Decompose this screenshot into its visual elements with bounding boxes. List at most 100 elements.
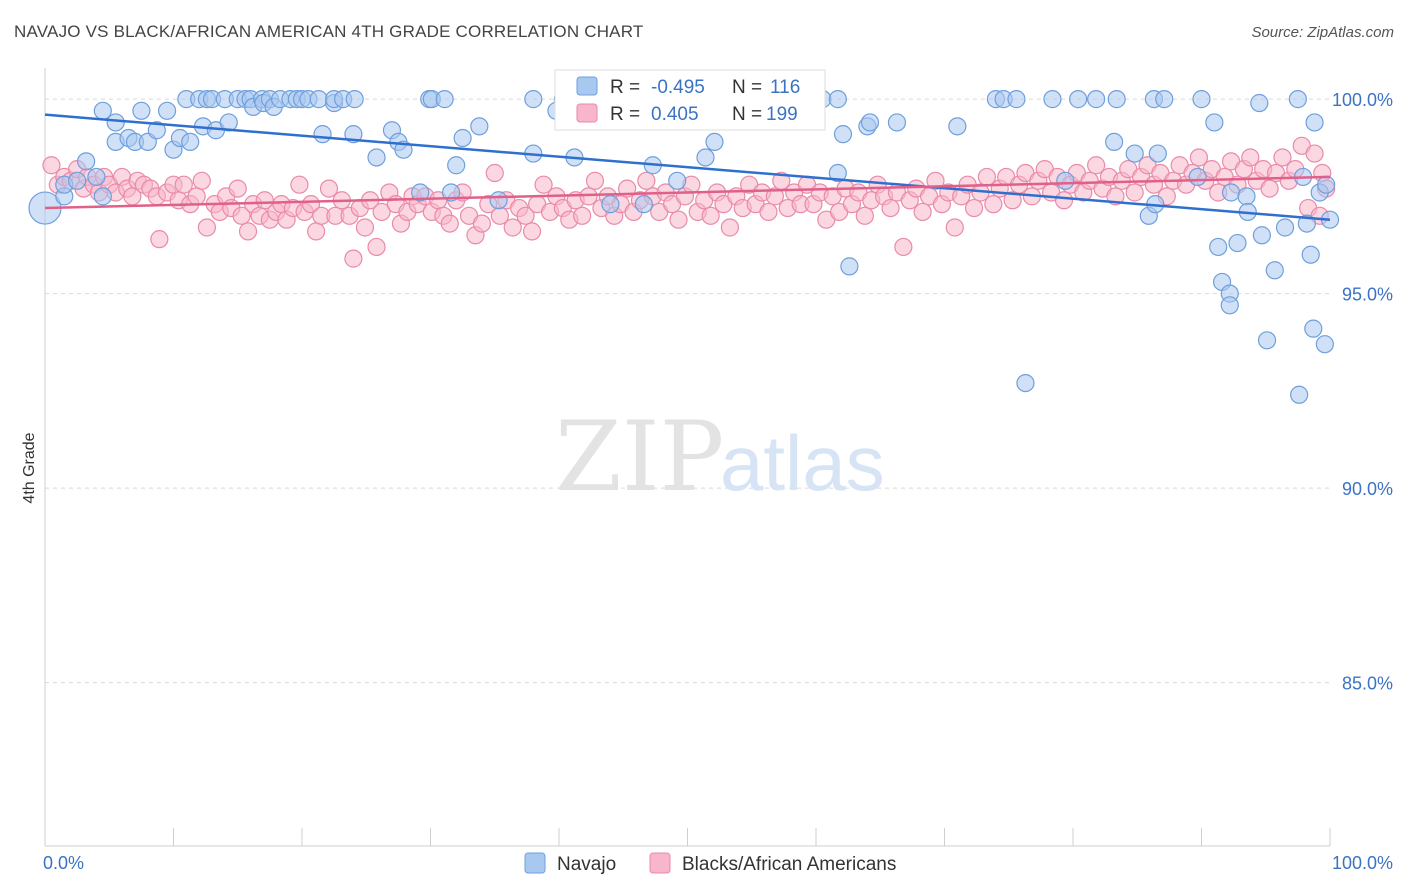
data-point xyxy=(453,128,472,148)
x-tick-label-max: 100.0% xyxy=(1332,853,1393,873)
data-point xyxy=(759,202,778,222)
data-point xyxy=(601,195,620,214)
legend-n-value-navajo: 116 xyxy=(770,77,800,98)
data-point xyxy=(232,206,251,225)
bottom-legend: Navajo Blacks/African Americans xyxy=(524,852,896,875)
data-point xyxy=(1237,187,1256,206)
data-point xyxy=(894,237,913,257)
data-point xyxy=(197,218,217,237)
data-point xyxy=(150,230,169,249)
data-point xyxy=(132,101,151,120)
data-point xyxy=(579,187,598,206)
data-point xyxy=(516,206,535,225)
legend-n-label-black: N = xyxy=(732,104,762,125)
data-point xyxy=(1275,218,1295,237)
data-point xyxy=(301,195,321,214)
data-point xyxy=(1317,175,1336,194)
data-point xyxy=(77,152,96,171)
data-point xyxy=(534,175,553,194)
data-point xyxy=(984,195,1003,214)
data-point xyxy=(1304,319,1323,338)
data-point xyxy=(1288,90,1307,109)
legend-n-value-black: 199 xyxy=(766,104,798,125)
series-blacks-african-americans xyxy=(42,136,1336,268)
data-point xyxy=(1043,90,1062,109)
data-point xyxy=(472,214,491,233)
y-tick-label: 85.0% xyxy=(1342,674,1393,694)
data-point xyxy=(881,198,900,218)
data-point xyxy=(585,171,605,190)
data-point xyxy=(887,113,907,132)
data-point xyxy=(187,187,206,206)
data-point xyxy=(503,218,522,237)
data-point xyxy=(948,117,967,136)
data-point xyxy=(668,171,687,190)
data-point xyxy=(345,90,364,109)
data-point xyxy=(1192,90,1211,109)
watermark-zip: ZIP xyxy=(555,401,724,513)
data-point xyxy=(307,222,326,241)
data-point xyxy=(705,132,724,152)
data-point xyxy=(524,90,543,109)
y-tick-label: 90.0% xyxy=(1342,479,1393,499)
y-axis-label: 4th Grade xyxy=(21,432,38,503)
data-point xyxy=(1087,156,1106,175)
data-point xyxy=(355,218,375,237)
data-point xyxy=(1107,90,1126,109)
data-point xyxy=(1220,296,1239,315)
data-point xyxy=(441,183,461,202)
data-point xyxy=(701,206,720,225)
watermark: ZIP atlas xyxy=(555,401,885,513)
data-point xyxy=(157,101,177,120)
data-point xyxy=(1241,148,1260,167)
data-point xyxy=(319,179,339,198)
data-point xyxy=(1265,261,1284,280)
data-point xyxy=(1189,148,1209,167)
legend-frame xyxy=(554,69,826,131)
bottom-legend-label-navajo: Navajo xyxy=(557,854,616,875)
data-point xyxy=(1315,335,1334,354)
bottom-legend-swatch-black xyxy=(649,852,671,874)
data-point xyxy=(1209,237,1228,257)
data-point xyxy=(720,218,740,237)
data-point xyxy=(964,198,984,218)
data-point xyxy=(1260,179,1279,198)
data-point xyxy=(309,90,328,109)
data-point xyxy=(290,175,309,194)
data-point xyxy=(828,90,847,109)
source-credit: Source: ZipAtlas.com xyxy=(1251,24,1394,41)
legend-swatch-black xyxy=(576,103,598,123)
data-point xyxy=(1007,90,1026,109)
data-point xyxy=(765,187,784,206)
data-point xyxy=(1205,113,1224,132)
data-point xyxy=(485,163,504,183)
data-point xyxy=(147,121,166,140)
legend-r-label-black: R = xyxy=(610,104,640,125)
data-point xyxy=(833,125,853,144)
data-point xyxy=(1221,183,1241,202)
data-point xyxy=(219,113,238,132)
data-point xyxy=(1105,132,1124,152)
data-point xyxy=(106,113,125,132)
data-point xyxy=(1069,90,1088,109)
legend: R = -0.495 N = 116 R = 0.405 N = 199 xyxy=(554,69,826,131)
data-point xyxy=(1257,331,1277,350)
data-point xyxy=(1155,90,1174,109)
data-point xyxy=(637,171,656,190)
data-point xyxy=(1273,148,1292,167)
data-point xyxy=(447,156,466,175)
data-point xyxy=(228,179,247,198)
data-point xyxy=(93,187,112,206)
data-point xyxy=(238,222,258,241)
data-point xyxy=(181,132,200,152)
legend-r-value-navajo: -0.495 xyxy=(651,77,705,98)
data-point xyxy=(1290,385,1309,404)
legend-r-label-navajo: R = xyxy=(610,77,640,98)
data-point xyxy=(68,171,87,190)
data-point xyxy=(522,222,542,241)
data-point xyxy=(860,113,880,132)
series-navajo xyxy=(28,90,1340,404)
data-point xyxy=(1125,183,1144,202)
legend-n-label-navajo: N = xyxy=(732,77,762,98)
